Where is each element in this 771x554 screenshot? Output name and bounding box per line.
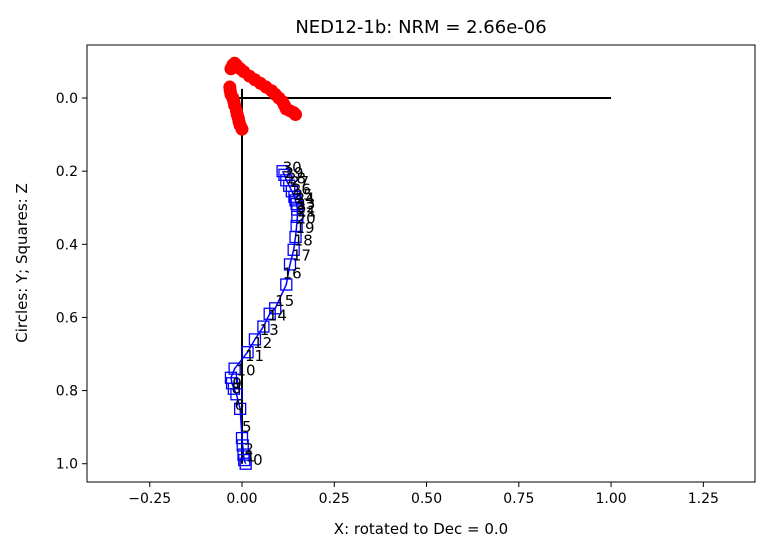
x-tick-label: 0.25	[319, 491, 350, 507]
y-tick-label: 0.4	[56, 237, 78, 253]
y-tick-label: 0.6	[56, 310, 78, 326]
x-tick-label: 0.50	[411, 491, 442, 507]
step-labels: 0125689101112131415161718192021222324252…	[232, 159, 317, 470]
x-tick-label: −0.25	[128, 491, 171, 507]
z-point	[283, 258, 297, 271]
step-label: 23	[296, 195, 315, 213]
x-tick-label: 1.25	[688, 491, 719, 507]
step-label: 19	[296, 219, 315, 237]
z-point	[235, 431, 249, 445]
step-label: 18	[294, 232, 313, 250]
z-point	[280, 278, 293, 291]
step-label: 22	[297, 199, 316, 217]
series-z-squares	[224, 165, 304, 470]
step-label: 30	[283, 159, 302, 177]
z-point	[241, 346, 254, 359]
step-label: 29	[284, 164, 303, 182]
series-y-circles	[223, 56, 303, 136]
chart-title: NED12-1b: NRM = 2.66e-06	[295, 17, 546, 38]
z-point	[269, 302, 282, 315]
y-tick-label: 0.0	[56, 91, 78, 107]
y-tick-label: 0.2	[56, 164, 78, 180]
step-label: 26	[292, 180, 311, 198]
step-label: 6	[235, 396, 245, 414]
x-tick-label: 1.00	[595, 491, 626, 507]
step-label: 17	[292, 246, 311, 264]
z-point	[239, 457, 252, 470]
z-point	[234, 402, 247, 416]
step-label: 8	[232, 380, 242, 398]
step-label: 13	[260, 321, 279, 339]
plot-frame	[86, 44, 756, 483]
z-point	[291, 210, 304, 224]
step-label: 15	[275, 292, 294, 310]
z-point	[224, 371, 238, 384]
z-point	[248, 333, 262, 346]
step-label: 2	[244, 440, 254, 458]
reference-lines	[230, 88, 612, 464]
z-point	[236, 439, 249, 452]
x-tick-label: 0.00	[226, 491, 257, 507]
y-axis-ticks: 0.0 0.2 0.4 0.6 0.8 1.0	[56, 91, 87, 473]
x-axis-label: X: rotated to Dec = 0.0	[334, 520, 508, 538]
z-point	[276, 165, 289, 178]
step-label: 9	[232, 374, 242, 392]
step-label: 25	[294, 186, 313, 204]
step-label: 14	[268, 307, 287, 325]
step-label: 16	[283, 265, 302, 283]
step-label: 12	[253, 334, 272, 352]
step-label: 10	[236, 361, 255, 379]
y-axis-label: Circles: Y; Squares: Z	[13, 183, 31, 342]
z-point	[237, 448, 250, 461]
z-point	[289, 194, 302, 207]
y-point	[223, 80, 237, 94]
z-point	[290, 219, 303, 233]
step-label: 0	[253, 451, 263, 469]
x-tick-label: 0.75	[503, 491, 534, 507]
step-label: 20	[297, 210, 316, 228]
step-label: 5	[242, 418, 252, 436]
step-label: 27	[290, 173, 309, 191]
step-label: 28	[287, 169, 306, 187]
y-tick-label: 1.0	[56, 457, 78, 473]
step-label: 24	[296, 190, 315, 208]
z-point	[278, 168, 291, 181]
y-tick-label: 0.8	[56, 384, 78, 400]
z-point	[228, 362, 241, 375]
step-label: 11	[245, 347, 264, 365]
z-point	[287, 243, 300, 256]
step-label: 1	[246, 447, 256, 465]
step-label: 21	[297, 202, 316, 220]
z-point	[290, 197, 303, 211]
y-point	[289, 107, 303, 121]
z-point	[257, 320, 270, 333]
x-axis-ticks: −0.25 0.00 0.25 0.50 0.75 1.00 1.25	[128, 482, 719, 507]
